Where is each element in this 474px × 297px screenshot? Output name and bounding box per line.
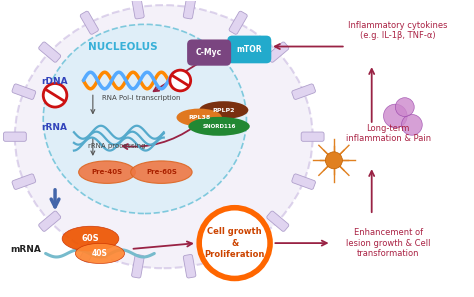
FancyBboxPatch shape xyxy=(229,239,247,262)
FancyBboxPatch shape xyxy=(3,132,27,141)
Text: mTOR: mTOR xyxy=(237,45,262,54)
FancyBboxPatch shape xyxy=(267,211,289,231)
Text: Enhancement of
lesion growth & Cell
transformation: Enhancement of lesion growth & Cell tran… xyxy=(346,228,430,258)
FancyBboxPatch shape xyxy=(12,174,36,189)
Text: NUCLEOLUS: NUCLEOLUS xyxy=(88,42,158,51)
Circle shape xyxy=(199,208,270,279)
Circle shape xyxy=(395,98,414,116)
Text: Long-term
inflammation & Pain: Long-term inflammation & Pain xyxy=(346,124,431,143)
Text: rDNA: rDNA xyxy=(41,78,67,86)
Ellipse shape xyxy=(62,226,119,251)
FancyBboxPatch shape xyxy=(80,11,99,34)
Ellipse shape xyxy=(43,24,246,214)
Circle shape xyxy=(325,152,342,169)
Ellipse shape xyxy=(79,161,136,183)
Text: C-Myc: C-Myc xyxy=(196,48,222,57)
FancyBboxPatch shape xyxy=(187,40,231,66)
FancyBboxPatch shape xyxy=(39,42,61,62)
Text: Pre-60S: Pre-60S xyxy=(146,169,177,175)
Text: 40S: 40S xyxy=(92,249,108,258)
FancyBboxPatch shape xyxy=(183,0,196,19)
Text: RPL38: RPL38 xyxy=(188,115,210,120)
Text: Pre-40S: Pre-40S xyxy=(91,169,123,175)
Text: mRNA: mRNA xyxy=(10,244,41,254)
Ellipse shape xyxy=(188,117,250,136)
FancyBboxPatch shape xyxy=(301,132,324,141)
Text: rRNA processing: rRNA processing xyxy=(88,143,146,148)
Text: 60S: 60S xyxy=(82,234,100,243)
Text: rRNA: rRNA xyxy=(41,123,67,132)
Ellipse shape xyxy=(131,161,192,183)
Circle shape xyxy=(170,70,191,91)
FancyBboxPatch shape xyxy=(228,36,271,63)
Text: Inflammatory cytokines
(e.g. IL-1β, TNF-α): Inflammatory cytokines (e.g. IL-1β, TNF-… xyxy=(348,20,447,40)
FancyBboxPatch shape xyxy=(80,239,99,262)
FancyBboxPatch shape xyxy=(12,84,36,99)
FancyBboxPatch shape xyxy=(292,174,316,189)
Circle shape xyxy=(383,104,407,128)
Circle shape xyxy=(43,83,67,107)
FancyBboxPatch shape xyxy=(39,211,61,231)
FancyBboxPatch shape xyxy=(229,11,247,34)
FancyBboxPatch shape xyxy=(183,255,196,278)
Text: RNA Pol-I transcription: RNA Pol-I transcription xyxy=(102,95,181,101)
Ellipse shape xyxy=(176,109,222,126)
FancyBboxPatch shape xyxy=(132,0,144,19)
FancyBboxPatch shape xyxy=(267,42,289,62)
Text: Cell growth
&
Proliferation: Cell growth & Proliferation xyxy=(204,228,265,259)
Text: RPLP2: RPLP2 xyxy=(212,108,235,113)
Circle shape xyxy=(401,114,422,135)
FancyBboxPatch shape xyxy=(292,84,316,99)
Ellipse shape xyxy=(199,101,248,119)
Text: SNORD116: SNORD116 xyxy=(202,124,236,129)
FancyBboxPatch shape xyxy=(132,255,144,278)
Ellipse shape xyxy=(15,5,313,268)
Ellipse shape xyxy=(75,243,125,263)
